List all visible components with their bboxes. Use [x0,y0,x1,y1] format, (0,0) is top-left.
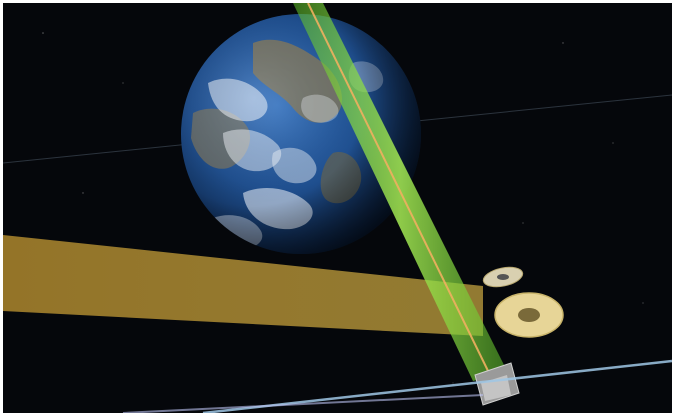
earth-icon [181,14,421,254]
solar-disc-icon [482,266,564,338]
laser-beam-core [307,3,492,378]
orbit-line-lower-secondary [122,394,484,413]
space-scene [3,3,672,413]
starfield [42,32,644,384]
solar-beam [3,235,483,336]
